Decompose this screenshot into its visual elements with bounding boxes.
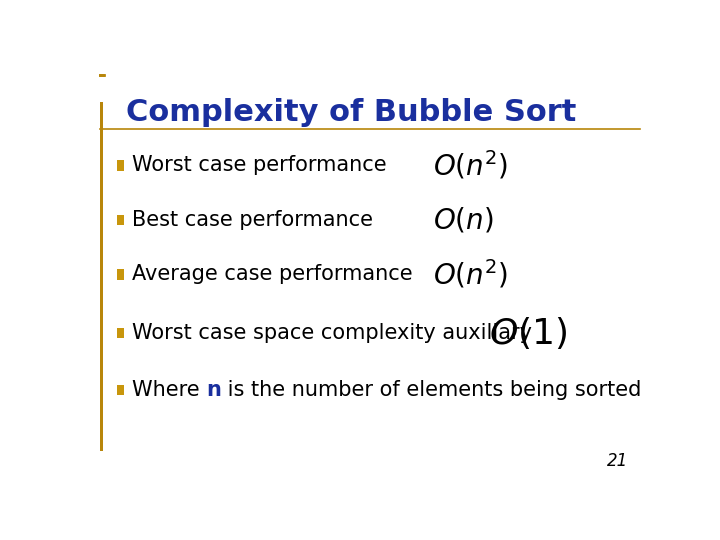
Text: n: n <box>206 380 221 400</box>
Text: Best case performance: Best case performance <box>132 210 373 230</box>
FancyBboxPatch shape <box>117 215 124 225</box>
Text: $\mathit{O}(1)$: $\mathit{O}(1)$ <box>489 315 567 351</box>
Text: 21: 21 <box>607 452 629 470</box>
Text: is the number of elements being sorted: is the number of elements being sorted <box>221 380 642 400</box>
Text: Where: Where <box>132 380 206 400</box>
Text: $\mathit{O}(n)$: $\mathit{O}(n)$ <box>433 205 494 234</box>
FancyBboxPatch shape <box>100 102 103 451</box>
FancyBboxPatch shape <box>117 269 124 280</box>
Text: Average case performance: Average case performance <box>132 265 413 285</box>
FancyBboxPatch shape <box>117 160 124 171</box>
Text: $\mathit{O}(n^2)$: $\mathit{O}(n^2)$ <box>433 149 508 182</box>
FancyBboxPatch shape <box>117 328 124 338</box>
Text: Worst case performance: Worst case performance <box>132 156 387 176</box>
Text: Worst case space complexity auxiliary: Worst case space complexity auxiliary <box>132 323 532 343</box>
Text: $\mathit{O}(n^2)$: $\mathit{O}(n^2)$ <box>433 258 508 291</box>
Text: Complexity of Bubble Sort: Complexity of Bubble Sort <box>126 98 577 127</box>
FancyBboxPatch shape <box>117 385 124 395</box>
